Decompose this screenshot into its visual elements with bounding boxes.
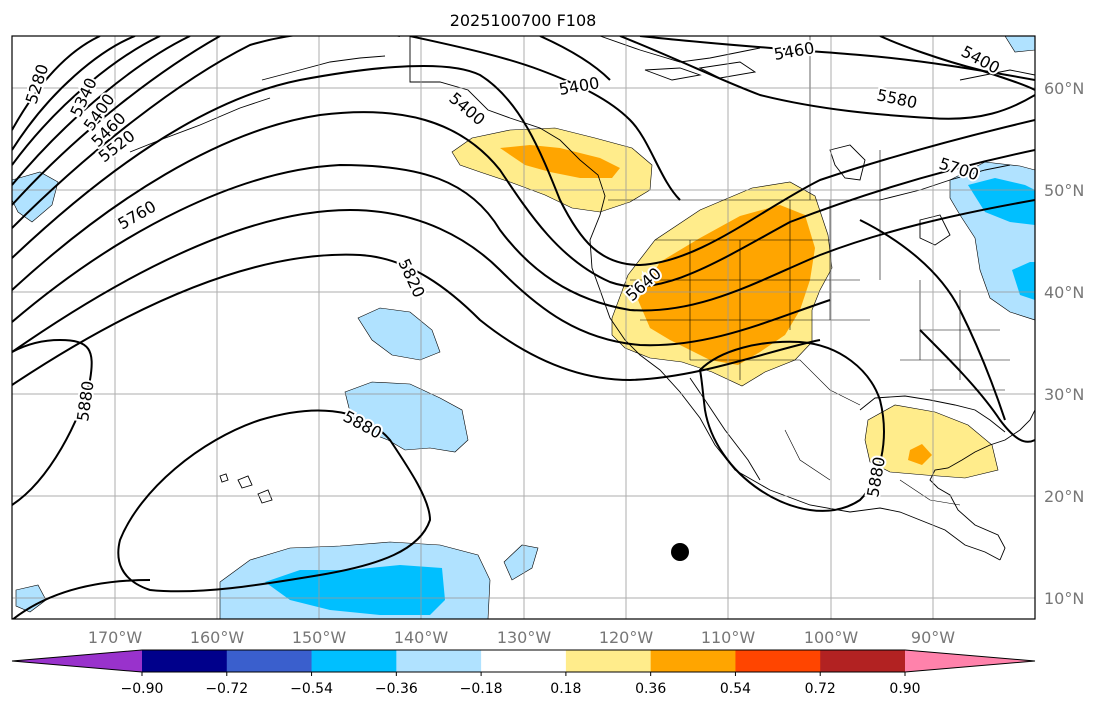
colorbar-tick-label: −0.36 xyxy=(375,681,418,697)
black-dot-marker xyxy=(671,543,689,561)
colorbar-tick-label: −0.72 xyxy=(205,681,248,697)
lon-label-170w: 170°W xyxy=(88,628,143,647)
lon-label-150w: 150°W xyxy=(292,628,347,647)
longitude-labels: 170°W 160°W 150°W 140°W 130°W 120°W 110°… xyxy=(88,628,955,647)
colorbar-tick-label: −0.90 xyxy=(121,681,164,697)
lat-label-60n: 60°N xyxy=(1044,79,1084,98)
lat-label-20n: 20°N xyxy=(1044,487,1084,506)
political-borders xyxy=(608,36,1010,506)
lat-label-30n: 30°N xyxy=(1044,385,1084,404)
colorbar-tick-label: 0.54 xyxy=(720,681,751,697)
colorbar-tick-label: 0.90 xyxy=(889,681,920,697)
colorbar-tick-label: 0.18 xyxy=(550,681,581,697)
lat-label-10n: 10°N xyxy=(1044,589,1084,608)
colorbar-extend-high xyxy=(905,650,1035,672)
colorbar-segment xyxy=(820,650,906,672)
lon-label-160w: 160°W xyxy=(190,628,245,647)
colorbar-extend-low xyxy=(12,650,142,672)
latitude-labels: 60°N 50°N 40°N 30°N 20°N 10°N xyxy=(1044,79,1084,608)
lon-label-140w: 140°W xyxy=(394,628,449,647)
colorbar-segment xyxy=(565,650,652,672)
colorbar-segment xyxy=(142,650,228,672)
height-contours xyxy=(12,36,1035,619)
lat-label-50n: 50°N xyxy=(1044,181,1084,200)
colorbar: −0.90 −0.72 −0.54 −0.36 −0.18 0.18 0.36 0.54 0.7… xyxy=(11,649,1036,697)
colorbar-segment xyxy=(650,650,736,672)
colorbar-segment xyxy=(396,650,482,672)
lon-label-110w: 110°W xyxy=(701,628,756,647)
lon-label-130w: 130°W xyxy=(497,628,552,647)
colorbar-tick-label: −0.18 xyxy=(460,681,503,697)
lon-label-90w: 90°W xyxy=(911,628,955,647)
colorbar-tick-label: 0.72 xyxy=(805,681,836,697)
map-title: 2025100700 F108 xyxy=(450,11,597,30)
lon-label-100w: 100°W xyxy=(804,628,859,647)
colorbar-tick-label: −0.54 xyxy=(290,681,333,697)
positive-anomaly-shading xyxy=(451,127,999,479)
colorbar-segment xyxy=(735,650,821,672)
map-panel: 5280 5340 5400 5460 5520 5760 5820 5880 … xyxy=(12,36,1035,619)
lat-label-40n: 40°N xyxy=(1044,283,1084,302)
lon-label-120w: 120°W xyxy=(599,628,654,647)
colorbar-tick-label: 0.36 xyxy=(635,681,666,697)
colorbar-segment xyxy=(311,650,397,672)
colorbar-segment xyxy=(226,650,313,672)
colorbar-segment xyxy=(481,650,567,672)
map-frame xyxy=(11,35,1036,620)
